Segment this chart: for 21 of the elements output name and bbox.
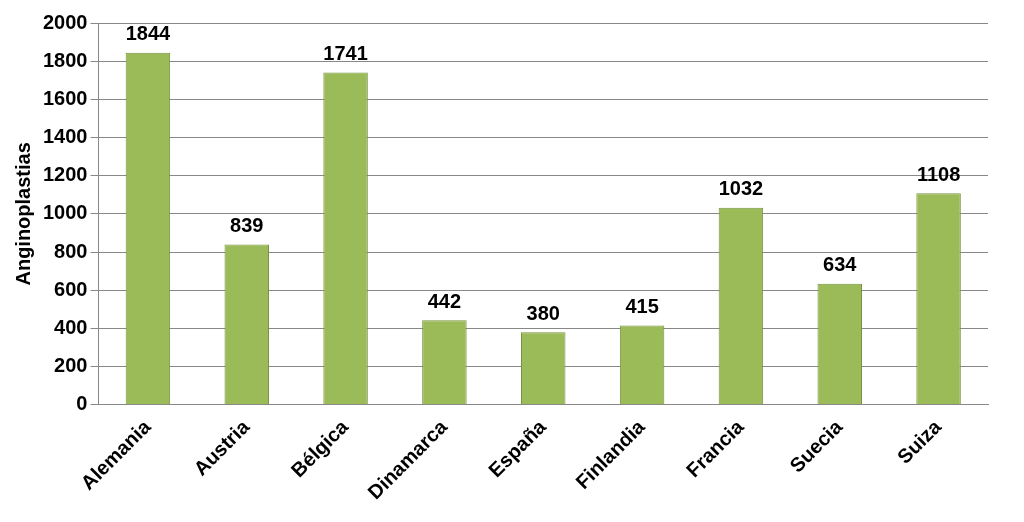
y-axis-title: Anginoplastias [11,142,34,286]
y-tick-label: 400 [54,315,88,338]
data-label: 1844 [125,22,172,45]
y-tick-label: 1800 [42,48,88,71]
y-tick-label: 2000 [42,10,88,33]
y-tick-label: 1400 [42,125,88,148]
data-label: 1741 [323,41,368,64]
y-tick-label: 800 [54,239,88,262]
data-label: 415 [625,295,659,318]
data-label: 839 [230,214,264,237]
data-label: 1032 [718,177,764,200]
data-label: 442 [427,289,462,312]
data-label: 380 [526,301,560,324]
data-label: 1108 [916,162,961,185]
y-tick-label: 600 [54,277,88,300]
y-tick-label: 1000 [42,201,88,224]
y-tick-label: 1200 [42,163,88,186]
y-tick-label: 1600 [42,86,88,109]
data-label: 634 [823,253,858,276]
y-tick-label: 0 [76,392,88,415]
y-tick-label: 200 [54,354,88,377]
